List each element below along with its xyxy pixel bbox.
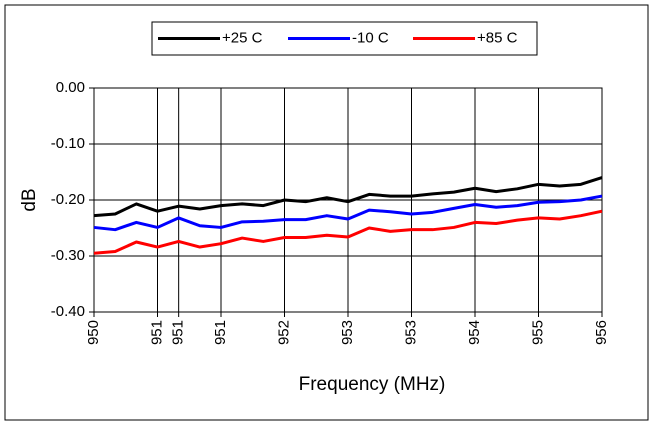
legend-label: +25 C [222,29,263,46]
x-axis-title: Frequency (MHz) [299,374,446,395]
x-tick-label: 950 [85,320,102,345]
legend-label: +85 C [477,29,518,46]
x-tick-label: 951 [148,320,165,345]
y-axis-title: dB [19,188,40,211]
x-tick-label: 956 [593,320,610,345]
data-line [93,194,603,232]
y-tick-label: -0.20 [51,191,85,208]
x-tick-label: 955 [529,320,546,345]
x-tick-label: 951 [212,320,229,345]
x-tick-label: 953 [402,320,419,345]
y-tick-label: -0.10 [51,135,85,152]
legend-label: -10 C [352,29,389,46]
y-tick-label: -0.30 [51,247,85,264]
y-tick-label: 0.00 [56,79,85,96]
y-tick-label: -0.40 [51,303,85,320]
x-tick-label: 954 [466,320,483,345]
x-tick-label: 951 [170,320,187,345]
x-tick-label: 952 [275,320,292,345]
data-line [93,209,603,255]
x-tick-label: 953 [339,320,356,345]
data-line [93,176,603,218]
plot-border [93,87,603,313]
